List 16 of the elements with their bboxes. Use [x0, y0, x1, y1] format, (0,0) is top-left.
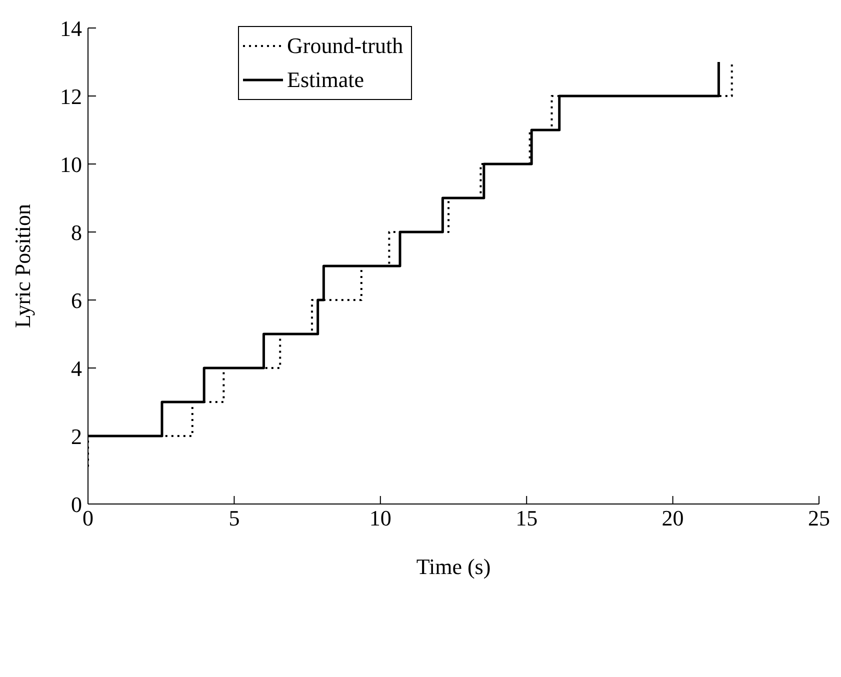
- legend-label: Ground-truth: [287, 33, 404, 59]
- x-tick-label: 5: [228, 506, 240, 531]
- legend-label: Estimate: [287, 67, 364, 93]
- y-tick-label: 8: [71, 220, 82, 245]
- y-tick-label: 10: [60, 152, 82, 177]
- y-tick-label: 6: [71, 288, 82, 313]
- y-tick-label: 4: [71, 356, 82, 381]
- x-tick-label: 15: [516, 506, 538, 531]
- y-tick-label: 2: [71, 424, 82, 449]
- x-tick-label: 10: [369, 506, 392, 531]
- x-tick-label: 20: [662, 506, 684, 531]
- y-tick-label: 14: [60, 16, 82, 41]
- x-tick-label: 25: [808, 506, 830, 531]
- x-axis-title: Time (s): [416, 554, 491, 579]
- y-tick-label: 12: [60, 84, 82, 109]
- y-axis-title: Lyric Position: [10, 204, 35, 328]
